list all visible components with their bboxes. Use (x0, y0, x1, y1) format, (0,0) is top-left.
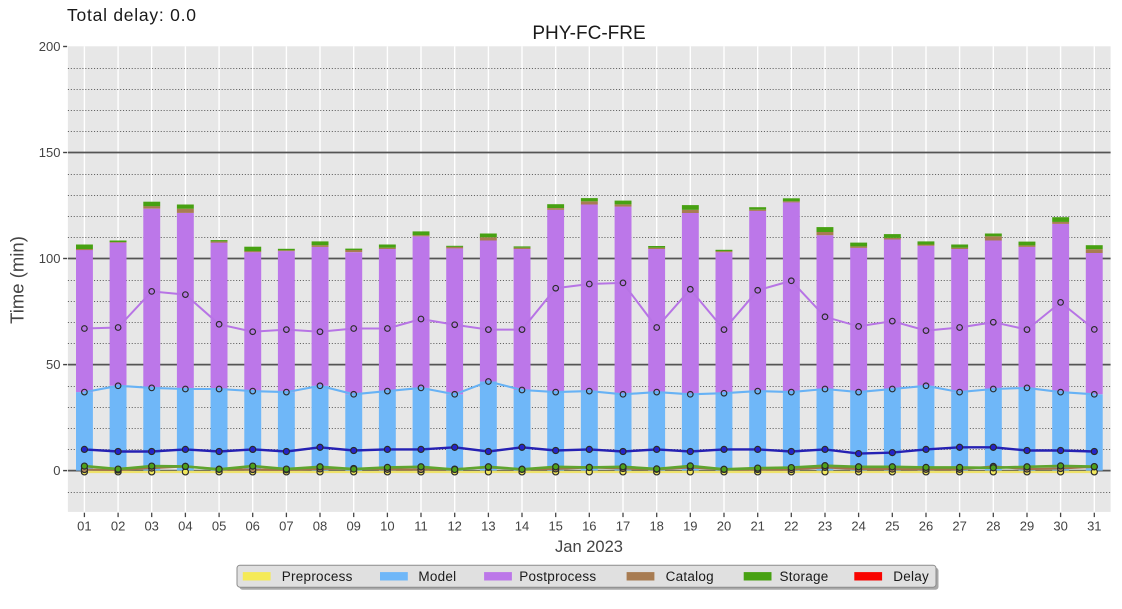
svg-text:12: 12 (447, 519, 461, 534)
svg-text:05: 05 (212, 519, 226, 534)
svg-text:Model: Model (418, 569, 456, 584)
svg-text:11: 11 (414, 519, 428, 534)
svg-text:16: 16 (582, 519, 596, 534)
svg-text:0: 0 (53, 463, 60, 478)
svg-text:50: 50 (46, 357, 60, 372)
svg-text:07: 07 (279, 519, 293, 534)
svg-text:PHY-FC-FRE: PHY-FC-FRE (532, 23, 645, 44)
svg-text:20: 20 (717, 519, 731, 534)
svg-text:06: 06 (245, 519, 259, 534)
svg-text:100: 100 (39, 251, 61, 266)
svg-text:25: 25 (885, 519, 899, 534)
svg-text:Time (min): Time (min) (7, 236, 28, 324)
svg-text:09: 09 (346, 519, 360, 534)
svg-text:Storage: Storage (780, 569, 829, 584)
svg-text:22: 22 (784, 519, 798, 534)
svg-text:18: 18 (649, 519, 663, 534)
svg-text:01: 01 (77, 519, 91, 534)
svg-text:04: 04 (178, 519, 192, 534)
svg-text:200: 200 (39, 39, 61, 54)
svg-text:28: 28 (986, 519, 1000, 534)
svg-text:27: 27 (952, 519, 966, 534)
svg-text:150: 150 (39, 145, 61, 160)
svg-text:10: 10 (380, 519, 394, 534)
svg-text:13: 13 (481, 519, 495, 534)
svg-text:17: 17 (616, 519, 630, 534)
svg-text:08: 08 (313, 519, 327, 534)
svg-text:14: 14 (515, 519, 529, 534)
svg-text:26: 26 (919, 519, 933, 534)
svg-text:23: 23 (818, 519, 832, 534)
svg-text:03: 03 (144, 519, 158, 534)
svg-text:30: 30 (1053, 519, 1067, 534)
svg-text:15: 15 (548, 519, 562, 534)
svg-text:29: 29 (1020, 519, 1034, 534)
svg-text:Catalog: Catalog (666, 569, 714, 584)
svg-text:21: 21 (750, 519, 764, 534)
svg-text:19: 19 (683, 519, 697, 534)
svg-text:Preprocess: Preprocess (282, 569, 353, 584)
svg-text:02: 02 (111, 519, 125, 534)
svg-text:24: 24 (851, 519, 865, 534)
svg-text:Postprocess: Postprocess (519, 569, 596, 584)
svg-text:Jan 2023: Jan 2023 (555, 538, 623, 556)
svg-text:Delay: Delay (893, 569, 929, 584)
svg-text:31: 31 (1087, 519, 1101, 534)
svg-text:Total delay: 0.0: Total delay: 0.0 (67, 5, 197, 25)
